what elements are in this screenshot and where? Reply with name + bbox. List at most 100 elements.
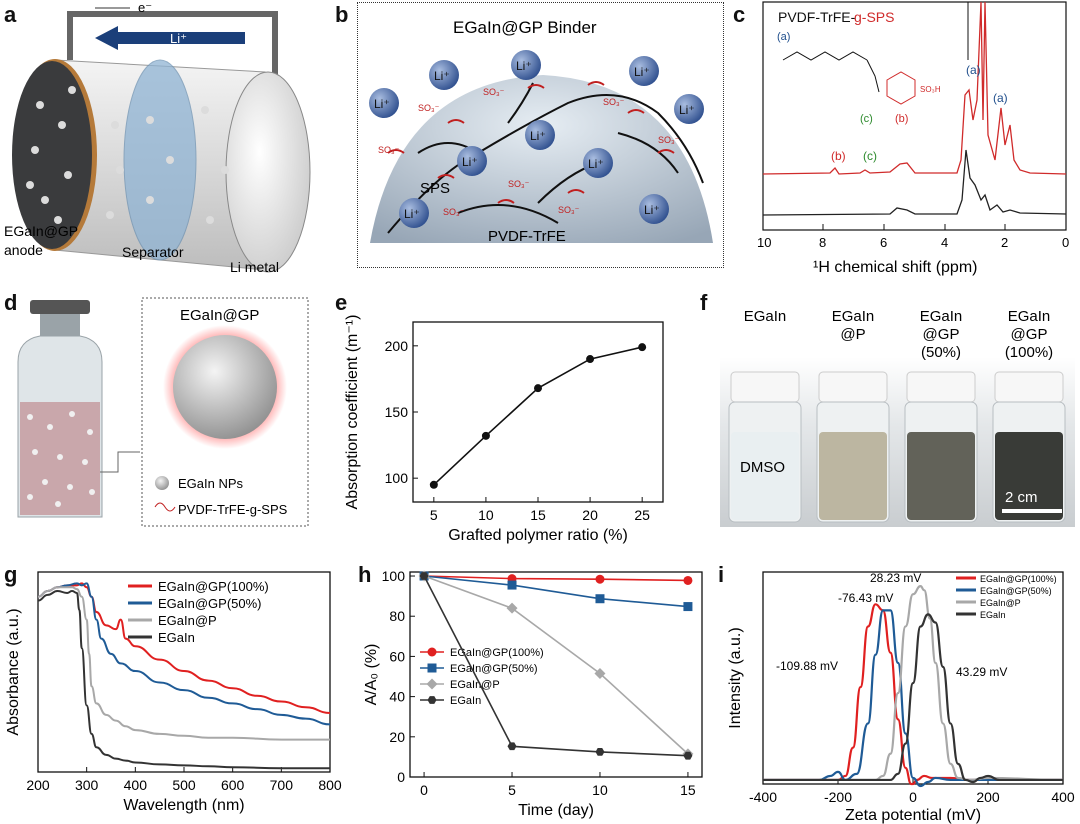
panel-label-f: f <box>700 290 708 315</box>
struct-label-a: (a) <box>777 31 790 43</box>
nmr-title-black: PVDF-TrFE- <box>778 9 856 25</box>
vial-liquid-1 <box>819 432 887 520</box>
legend-entry-2: EGaIn@P <box>450 679 500 691</box>
vial-label-3: EGaIn <box>1008 308 1051 325</box>
nmr-x-axis: 10 8 6 4 2 0 ¹H chemical shift (ppm) <box>757 224 1069 276</box>
x-tick-label: 20 <box>582 507 598 523</box>
panel-label-i: i <box>718 562 725 587</box>
series-line-1 <box>763 609 1063 788</box>
vial-cap-3 <box>994 371 1064 403</box>
x-tick-label: 10 <box>592 782 608 798</box>
x-tick-label: -400 <box>749 789 777 805</box>
panel-label-b: b <box>335 2 349 27</box>
x-axis-label: Zeta potential (mV) <box>845 807 981 824</box>
anode-label-line2: anode <box>4 242 43 258</box>
struct-label-b: (b) <box>895 113 908 125</box>
series-line <box>433 346 643 486</box>
scale-bar-label: 2 cm <box>1005 489 1038 506</box>
nmr-plot: PVDF-TrFE- g-SPS (a) (c) (b) SO₃H (a) (a… <box>757 1 1069 276</box>
binder-diagram: EGaIn@GP Binder Li⁺ Li⁺ Li⁺ Li⁺ Li⁺ Li⁺ … <box>369 18 713 245</box>
li-ion-4: Li⁺ <box>374 97 390 111</box>
x-tick-label: 15 <box>530 507 546 523</box>
panel-label-h: h <box>358 562 372 587</box>
vial-label-2: (50%) <box>921 344 961 361</box>
annotation-peak: 28.23 mV <box>870 571 921 585</box>
x-tick-label: -200 <box>824 789 852 805</box>
x-axis-label: Time (day) <box>518 802 594 819</box>
data-point <box>534 384 542 393</box>
data-point <box>683 602 693 612</box>
x-tick-label: 5 <box>508 782 516 798</box>
nmr-spectrum-red <box>762 1 1067 175</box>
vial-label-2: @GP <box>923 326 960 343</box>
x-tick-label: 0 <box>420 782 428 798</box>
panel-h-chart: 0 5 10 15 0 20 40 60 80 100 Time (day) A/A₀ (%) EGaI… <box>358 562 713 824</box>
so3-label-2: SO₃⁻ <box>483 87 505 97</box>
legend-entry-1: EGaIn@GP(50%) <box>450 663 538 675</box>
series-line-2 <box>763 585 1064 782</box>
y-tick-label: 20 <box>389 729 405 745</box>
np-legend-icon <box>155 476 169 490</box>
so3-label-3: SO₃⁻ <box>603 97 625 107</box>
series-line-3 <box>37 590 331 770</box>
battery-diagram: Li⁺ e⁻ EGaIn@GP anode Separator Li metal <box>4 0 311 275</box>
y-tick-label: 40 <box>389 689 405 705</box>
vial-label-3: (100%) <box>1005 344 1053 361</box>
polymer-legend-icon <box>154 502 176 512</box>
panel-label-e: e <box>335 290 348 315</box>
x-tick-label: 200 <box>26 777 50 793</box>
nanoparticle <box>173 335 277 439</box>
separator-label: Separator <box>122 244 184 260</box>
vial-liquid-0 <box>731 432 799 520</box>
panel-label-d: d <box>4 290 18 315</box>
nmr-xlabel: ¹H chemical shift (ppm) <box>813 259 977 276</box>
panel-f-photo: EGaIn EGaIn @P EGaIn @GP (50%) EGaIn @GP (100%) … <box>720 297 1075 527</box>
x-tick-label: 700 <box>270 777 294 793</box>
panel-g-chart: 200 300 400 500 600 700 800 Wavelength (nm) Abso… <box>0 562 355 824</box>
vial-cap-1 <box>818 371 888 403</box>
panel-label-g: g <box>4 562 18 587</box>
separator-disc <box>123 59 197 261</box>
scale-bar <box>1002 509 1062 513</box>
x-axis-label: Wavelength (nm) <box>123 797 244 814</box>
series-line-1 <box>424 575 688 608</box>
li-ion-2: Li⁺ <box>516 59 532 73</box>
anode-label-line1: EGaIn@GP <box>4 223 78 239</box>
so3-label-1: SO₃⁻ <box>418 103 440 113</box>
data-point <box>429 480 438 489</box>
chart-i: -400 -200 0 200 400 Zeta potential (mV) Intens… <box>727 571 1075 824</box>
data-point <box>506 602 518 614</box>
data-point <box>683 751 693 760</box>
vial-label-0: EGaIn <box>744 308 787 325</box>
legend-entry-2: EGaIn@P <box>158 613 217 628</box>
legend-entry-0: EGaIn@GP(100%) <box>980 574 1057 584</box>
panel-d-vial: EGaIn@GP EGaIn NPs PVDF-TrFE-g-SPS <box>0 292 320 532</box>
y-tick-label: 100 <box>385 470 409 486</box>
so3-label-6: SO₃⁻ <box>508 179 530 189</box>
legend-marker-3 <box>427 696 437 704</box>
arrow-li-label: Li⁺ <box>170 31 187 46</box>
legend-marker-1 <box>427 663 437 673</box>
legend-entry-3: EGaIn <box>158 630 195 645</box>
series-line-3 <box>423 575 688 757</box>
vial-liquid-2 <box>907 432 975 520</box>
panel-i-chart: -400 -200 0 200 400 Zeta potential (mV) Intens… <box>718 562 1080 824</box>
y-tick-label: 0 <box>397 769 405 785</box>
y-tick-label: 80 <box>389 608 405 624</box>
so3h-label: SO₃H <box>920 85 941 94</box>
nmr-spectrum-black <box>762 149 1067 216</box>
panel-label-c: c <box>733 2 746 27</box>
y-axis-label: Intensity (a.u.) <box>727 627 744 728</box>
pvdf-label: PVDF-TrFE <box>488 228 566 245</box>
x-tick-label: 800 <box>318 777 342 793</box>
x-tick-label: 15 <box>680 782 696 798</box>
data-point <box>595 594 605 604</box>
legend-entry-0: EGaIn@GP(100%) <box>450 647 544 659</box>
so3-label-4: SO₃⁻ <box>378 145 400 155</box>
li-ion-7: Li⁺ <box>462 155 478 169</box>
series-line-2 <box>37 586 330 741</box>
legend-entry-3: EGaIn <box>980 610 1006 620</box>
struct-label-c: (c) <box>860 113 873 125</box>
li-metal-label: Li metal <box>230 259 279 275</box>
vial-liquid-3 <box>995 432 1063 520</box>
